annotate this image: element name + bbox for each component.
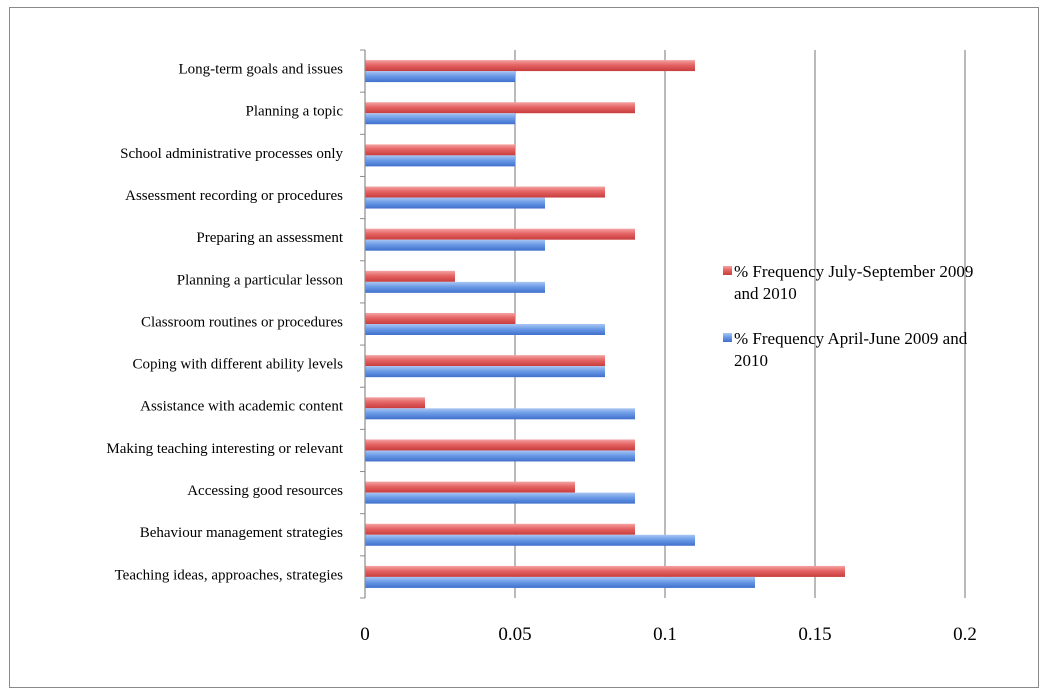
legend-label: % Frequency April-June 2009 and	[734, 329, 968, 348]
bar-series2-0	[365, 71, 515, 83]
legend-label: and 2010	[734, 284, 797, 303]
x-tick-label: 0.2	[953, 624, 977, 645]
bar-series2-6	[365, 324, 605, 335]
x-tick-label: 0.05	[498, 624, 531, 645]
category-label: Assistance with academic content	[140, 399, 344, 415]
legend: % Frequency July-September 2009 and 2010%…	[723, 262, 973, 370]
bar-series1-1	[365, 102, 635, 114]
bar-series2-3	[365, 197, 545, 209]
legend-label: 2010	[734, 351, 768, 370]
bar-series2-4	[365, 239, 545, 251]
bar-series2-11	[365, 534, 695, 546]
x-tick-labels: 0 0.05 0.1 0.15 0.2	[360, 624, 977, 645]
bar-series1-4	[365, 228, 635, 240]
category-labels: Long-term goals and issues Planning a top…	[106, 62, 343, 584]
bar-series1-5	[365, 270, 455, 282]
bar-series2-9	[365, 450, 635, 462]
category-label: Behaviour management strategies	[140, 525, 343, 541]
bar-series1-0	[365, 60, 695, 72]
category-label: Making teaching interesting or relevant	[106, 441, 343, 457]
bar-series1-9	[365, 439, 635, 451]
category-label: Planning a particular lesson	[177, 272, 344, 288]
bar-series2-7	[365, 366, 605, 378]
bar-series2-5	[365, 281, 545, 293]
x-tick-label: 0	[360, 624, 370, 645]
x-tick-label: 0.15	[798, 624, 831, 645]
x-tick-label: 0.1	[653, 624, 677, 645]
bar-series1-6	[365, 313, 515, 324]
bar-series1-2	[365, 144, 515, 156]
legend-label: % Frequency July-September 2009	[734, 262, 973, 281]
bar-series2-2	[365, 155, 515, 167]
bar-series1-12	[365, 565, 845, 577]
category-label: Accessing good resources	[187, 483, 343, 499]
bar-series1-11	[365, 523, 635, 535]
category-label: Long-term goals and issues	[178, 62, 343, 78]
bar-series1-8	[365, 397, 425, 409]
category-label: Classroom routines or procedures	[141, 314, 343, 330]
bar-series2-12	[365, 576, 755, 588]
bar-series2-1	[365, 113, 515, 125]
bar-series2-10	[365, 492, 635, 504]
bar-series2-8	[365, 408, 635, 420]
legend-swatch	[723, 266, 732, 275]
y-axis	[360, 49, 366, 599]
category-label: School administrative processes only	[120, 146, 343, 162]
category-label: Teaching ideas, approaches, strategies	[115, 567, 344, 583]
category-label: Preparing an assessment	[196, 230, 343, 246]
category-label: Coping with different ability levels	[132, 357, 343, 373]
bars	[365, 60, 845, 588]
bar-series1-10	[365, 481, 575, 493]
category-label: Assessment recording or procedures	[125, 188, 343, 204]
legend-swatch	[723, 333, 732, 342]
bar-series1-3	[365, 186, 605, 198]
bar-series1-7	[365, 355, 605, 367]
category-label: Planning a topic	[246, 104, 344, 120]
